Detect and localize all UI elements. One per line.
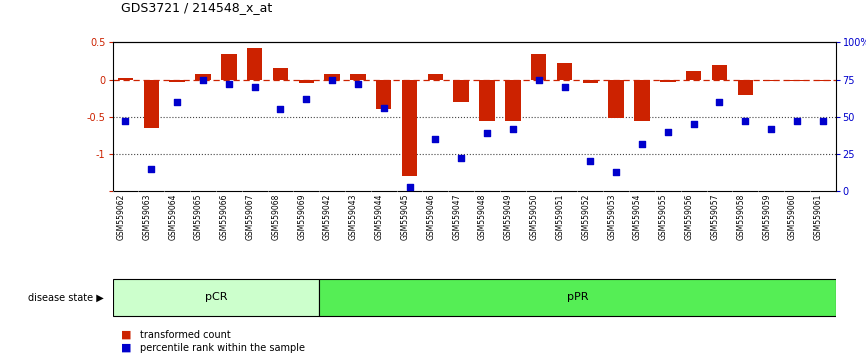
Point (764, 126, 778, 132)
Text: GSM559064: GSM559064 (168, 194, 178, 240)
Text: ■: ■ (121, 343, 132, 353)
Bar (789, 80, 805, 81)
Point (222, 81, 236, 87)
Text: GSM559057: GSM559057 (710, 194, 720, 240)
Bar (609, 80, 624, 118)
Text: GSM559042: GSM559042 (323, 194, 332, 240)
Bar (634, 80, 650, 120)
Text: GSM559063: GSM559063 (142, 194, 152, 240)
Bar (712, 65, 727, 80)
Point (429, 136, 443, 142)
Point (739, 119, 753, 124)
Text: GSM559056: GSM559056 (685, 194, 694, 240)
Point (196, 77, 210, 82)
Bar (376, 80, 391, 109)
Bar (686, 71, 701, 80)
Text: GSM559066: GSM559066 (220, 194, 229, 240)
Text: GSM559049: GSM559049 (504, 194, 513, 240)
Bar (479, 80, 494, 120)
Text: pPR: pPR (566, 292, 588, 302)
Point (248, 84, 262, 90)
Point (171, 99, 184, 105)
Point (610, 169, 624, 175)
Bar (738, 80, 753, 95)
Text: GSM559045: GSM559045 (401, 194, 410, 240)
Bar (763, 80, 779, 81)
Text: GSM559060: GSM559060 (788, 194, 797, 240)
Point (325, 77, 339, 82)
Text: GSM559047: GSM559047 (452, 194, 462, 240)
Text: GSM559054: GSM559054 (633, 194, 642, 240)
Point (506, 126, 520, 132)
Point (635, 141, 649, 147)
Text: GSM559051: GSM559051 (555, 194, 565, 240)
Bar (454, 80, 469, 102)
Bar (299, 80, 314, 83)
Bar (531, 53, 546, 80)
Bar (815, 80, 830, 81)
Bar (170, 80, 184, 82)
Text: GSM559061: GSM559061 (814, 194, 823, 240)
Point (661, 129, 675, 135)
Point (532, 77, 546, 82)
Bar (428, 74, 443, 80)
Bar (583, 80, 598, 83)
Point (713, 99, 727, 105)
Bar (320, 279, 836, 316)
Text: GSM559044: GSM559044 (375, 194, 384, 240)
Text: transformed count: transformed count (140, 330, 231, 339)
Text: GSM559065: GSM559065 (194, 194, 203, 240)
Bar (402, 80, 417, 176)
Point (455, 156, 469, 161)
Point (300, 96, 313, 102)
Point (687, 121, 701, 127)
Point (145, 166, 158, 172)
Point (790, 119, 804, 124)
Point (558, 84, 572, 90)
Point (274, 107, 288, 112)
Point (816, 119, 830, 124)
Text: GSM559067: GSM559067 (246, 194, 255, 240)
Bar (195, 74, 210, 80)
Text: GSM559058: GSM559058 (736, 194, 746, 240)
Bar (247, 48, 262, 80)
Point (119, 119, 132, 124)
Bar (557, 63, 572, 80)
Text: disease state ▶: disease state ▶ (29, 292, 104, 302)
Text: percentile rank within the sample: percentile rank within the sample (140, 343, 306, 353)
Point (351, 81, 365, 87)
Text: GSM559062: GSM559062 (117, 194, 126, 240)
Bar (113, 279, 320, 316)
Text: GSM559053: GSM559053 (607, 194, 617, 240)
Bar (221, 53, 236, 80)
Bar (118, 78, 133, 80)
Text: GSM559050: GSM559050 (530, 194, 539, 240)
Bar (505, 80, 520, 120)
Text: GSM559069: GSM559069 (297, 194, 307, 240)
Point (377, 105, 391, 111)
Text: pCR: pCR (204, 292, 227, 302)
Text: ■: ■ (121, 330, 132, 339)
Bar (660, 80, 675, 82)
Bar (144, 80, 159, 128)
Text: GSM559052: GSM559052 (581, 194, 591, 240)
Point (480, 130, 494, 136)
Text: GSM559043: GSM559043 (349, 194, 358, 240)
Text: GSM559059: GSM559059 (762, 194, 771, 240)
Text: GSM559068: GSM559068 (271, 194, 281, 240)
Text: GSM559046: GSM559046 (426, 194, 436, 240)
Text: GDS3721 / 214548_x_at: GDS3721 / 214548_x_at (121, 1, 273, 14)
Bar (325, 74, 339, 80)
Bar (350, 74, 365, 80)
Text: GSM559055: GSM559055 (659, 194, 668, 240)
Point (403, 184, 417, 189)
Bar (273, 68, 288, 80)
Text: GSM559048: GSM559048 (478, 194, 487, 240)
Point (584, 159, 598, 164)
